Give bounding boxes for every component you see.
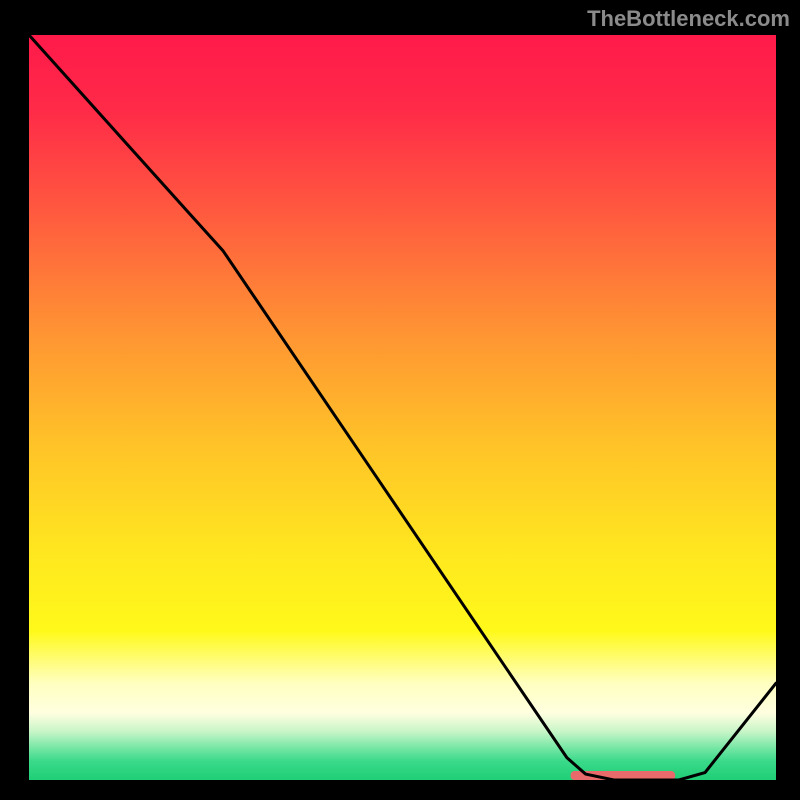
watermark-text: TheBottleneck.com <box>587 6 790 32</box>
chart-background <box>29 35 776 780</box>
chart-container: TheBottleneck.com <box>0 0 800 800</box>
bottleneck-chart <box>29 35 776 780</box>
